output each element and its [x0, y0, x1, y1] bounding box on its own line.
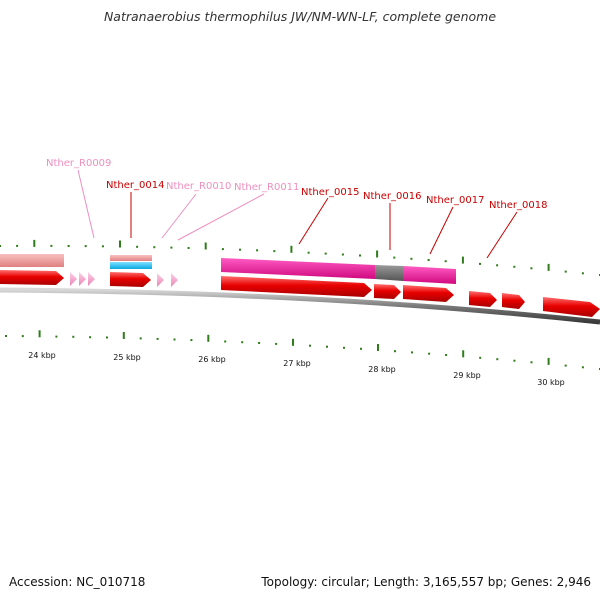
- feature-label-nther-0018: Nther_0018: [489, 200, 547, 211]
- gene-arrow: [0, 270, 64, 285]
- label-leader: [161, 193, 197, 239]
- repeat-band: [403, 266, 456, 284]
- feature-label-nther-r0010: Nther_R0010: [166, 181, 231, 192]
- topology-text: Topology: circular; Length: 3,165,557 bp…: [261, 575, 591, 589]
- label-leader: [429, 206, 454, 255]
- label-leader: [177, 193, 265, 241]
- gene-arrow: [543, 297, 600, 317]
- scale-label-28-kbp: 28 kbp: [368, 365, 396, 374]
- genome-backbone: [0, 287, 600, 325]
- gap-band: [375, 265, 403, 281]
- rna-arrow: [88, 272, 95, 286]
- label-leader: [298, 197, 329, 245]
- gene-arrow: [403, 285, 454, 302]
- feature-label-nther-r0009: Nther_R0009: [46, 158, 111, 169]
- rrna-band: [0, 254, 64, 267]
- gene-arrow: [502, 293, 525, 309]
- rna-arrow: [171, 273, 178, 287]
- feature-label-nther-0014: Nther_0014: [106, 180, 164, 191]
- scale-label-27-kbp: 27 kbp: [283, 359, 311, 368]
- lower-tick-track: [5, 330, 600, 370]
- accession-text: Accession: NC_010718: [9, 575, 146, 589]
- gene-arrow: [469, 291, 497, 307]
- repeat-band: [221, 258, 375, 279]
- feature-label-nther-0017: Nther_0017: [426, 195, 484, 206]
- feature-label-nther-0015: Nther_0015: [301, 187, 359, 198]
- scale-label-29-kbp: 29 kbp: [453, 371, 481, 380]
- scale-label-24-kbp: 24 kbp: [28, 351, 56, 360]
- scale-label-26-kbp: 26 kbp: [198, 355, 226, 364]
- scale-label-25-kbp: 25 kbp: [113, 353, 141, 362]
- feature-label-nther-0016: Nther_0016: [363, 191, 421, 202]
- scale-label-30-kbp: 30 kbp: [537, 378, 565, 387]
- gene-arrow: [221, 276, 372, 297]
- rna-arrow: [70, 272, 77, 286]
- label-leader: [486, 211, 518, 259]
- upper-tick-track: [0, 239, 600, 276]
- rna-arrow: [79, 272, 86, 286]
- gene-arrow: [374, 284, 401, 299]
- map-title: Natranaerobius thermophilus JW/NM-WN-LF,…: [103, 9, 497, 24]
- rna-arrow: [157, 273, 164, 287]
- rrna-band: [110, 255, 152, 261]
- gene-arrow: [110, 272, 151, 287]
- trna-band: [110, 262, 152, 269]
- feature-label-nther-r0011: Nther_R0011: [234, 182, 299, 193]
- label-leader: [77, 169, 95, 239]
